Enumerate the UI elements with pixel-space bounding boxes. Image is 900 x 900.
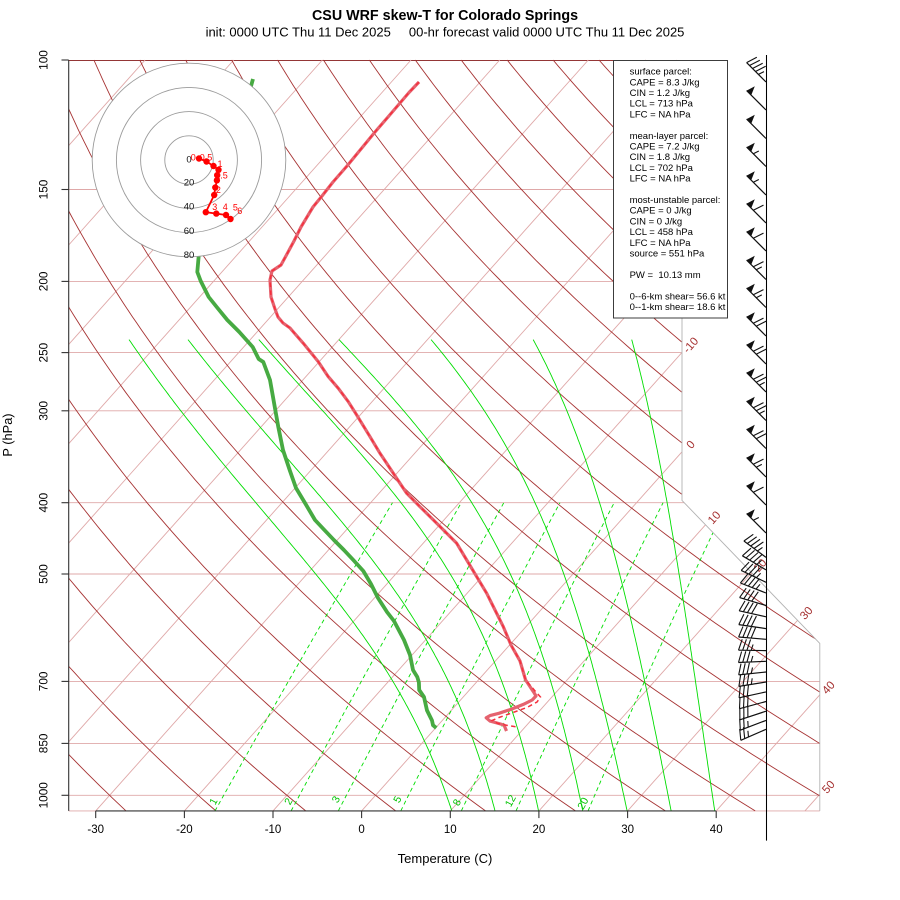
svg-text:12: 12 <box>503 793 519 809</box>
svg-text:200: 200 <box>37 271 51 291</box>
svg-text:1000: 1000 <box>37 782 51 809</box>
svg-text:-30: -30 <box>87 824 104 836</box>
svg-text:40: 40 <box>710 824 723 836</box>
svg-text:400: 400 <box>37 492 51 512</box>
svg-text:-10: -10 <box>265 824 282 836</box>
svg-text:5: 5 <box>233 203 238 213</box>
svg-text:700: 700 <box>37 671 51 691</box>
svg-text:80: 80 <box>184 250 195 261</box>
svg-text:1: 1 <box>207 796 220 807</box>
svg-text:5: 5 <box>391 794 404 805</box>
svg-text:CAPE = 7.2 J/kg: CAPE = 7.2 J/kg <box>630 142 700 153</box>
svg-text:surface parcel:: surface parcel: <box>630 67 692 78</box>
svg-text:CSU WRF skew-T for Colorado Sp: CSU WRF skew-T for Colorado Springs <box>312 8 578 24</box>
svg-text:LCL = 713 hPa: LCL = 713 hPa <box>630 99 694 110</box>
svg-text:0: 0 <box>358 824 364 836</box>
svg-text:150: 150 <box>37 179 51 199</box>
svg-text:8: 8 <box>451 797 464 808</box>
svg-text:0: 0 <box>186 155 191 166</box>
svg-text:0--1-km shear= 18.6 kt: 0--1-km shear= 18.6 kt <box>630 302 726 313</box>
svg-text:LFC = NA hPa: LFC = NA hPa <box>630 238 692 249</box>
svg-text:CIN = 0 J/kg: CIN = 0 J/kg <box>630 216 683 227</box>
svg-text:6: 6 <box>237 206 242 216</box>
svg-text:0: 0 <box>191 152 196 162</box>
svg-text:10: 10 <box>444 824 457 836</box>
svg-text:CIN = 1.8 J/kg: CIN = 1.8 J/kg <box>630 152 690 163</box>
svg-text:60: 60 <box>184 226 195 237</box>
svg-text:P (hPa): P (hPa) <box>0 413 15 456</box>
svg-text:1.5: 1.5 <box>215 171 228 181</box>
svg-text:20: 20 <box>184 177 195 188</box>
svg-text:4: 4 <box>223 202 228 212</box>
svg-text:100: 100 <box>37 50 51 70</box>
svg-text:CIN = 1.2 J/kg: CIN = 1.2 J/kg <box>630 88 690 99</box>
svg-text:LCL = 702 hPa: LCL = 702 hPa <box>630 163 694 174</box>
svg-text:CAPE = 8.3 J/kg: CAPE = 8.3 J/kg <box>630 77 700 88</box>
svg-text:LFC = NA hPa: LFC = NA hPa <box>630 109 692 120</box>
svg-text:20: 20 <box>575 795 591 811</box>
svg-text:3: 3 <box>212 202 217 212</box>
svg-text:PW = 10.13 mm: PW = 10.13 mm <box>630 270 701 281</box>
svg-text:CAPE = 0 J/kg: CAPE = 0 J/kg <box>630 206 692 217</box>
svg-text:300: 300 <box>37 401 51 421</box>
svg-text:2: 2 <box>216 185 221 195</box>
svg-text:mean-layer parcel:: mean-layer parcel: <box>630 131 709 142</box>
svg-text:LFC = NA hPa: LFC = NA hPa <box>630 174 692 185</box>
svg-text:850: 850 <box>37 733 51 753</box>
svg-text:500: 500 <box>37 564 51 584</box>
svg-text:40: 40 <box>184 202 195 213</box>
svg-text:init: 0000 UTC Thu 11 Dec 2025: init: 0000 UTC Thu 11 Dec 2025 00-hr for… <box>206 25 685 40</box>
svg-text:3: 3 <box>330 794 343 805</box>
svg-text:20: 20 <box>533 824 546 836</box>
svg-text:0.5: 0.5 <box>200 153 213 163</box>
svg-text:Temperature (C): Temperature (C) <box>398 851 493 866</box>
svg-text:LCL = 458 hPa: LCL = 458 hPa <box>630 227 694 238</box>
svg-text:-20: -20 <box>176 824 193 836</box>
svg-text:0--6-km shear= 56.6 kt: 0--6-km shear= 56.6 kt <box>630 291 726 302</box>
svg-text:30: 30 <box>621 824 634 836</box>
svg-text:most-unstable parcel:: most-unstable parcel: <box>630 195 721 206</box>
svg-text:250: 250 <box>37 342 51 362</box>
svg-text:2: 2 <box>282 796 295 807</box>
svg-text:1: 1 <box>217 159 222 169</box>
svg-text:source = 551 hPa: source = 551 hPa <box>630 249 705 260</box>
